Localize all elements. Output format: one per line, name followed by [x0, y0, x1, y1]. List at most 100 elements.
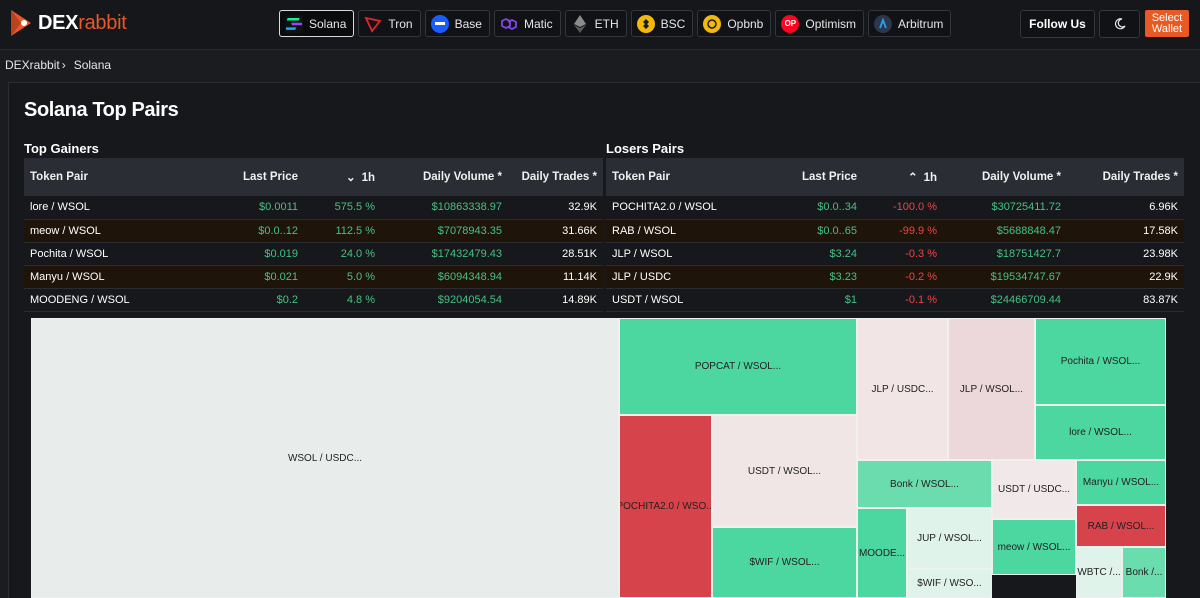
table-row[interactable]: JLP / WSOL $3.24 -0.3 % $18751427.7 23.98K [606, 242, 1184, 266]
select-wallet-button[interactable]: Select Wallet [1145, 10, 1189, 37]
treemap-cell[interactable]: lore / WSOL... [1035, 405, 1166, 460]
change-1h-cell: -0.2 % [863, 265, 943, 289]
treemap-cell[interactable]: USDT / USDC... [992, 460, 1076, 519]
chain-label: Arbitrum [898, 16, 944, 31]
breadcrumb-home[interactable]: DEXrabbit [5, 58, 60, 72]
treemap-cell[interactable]: WSOL / USDC... [31, 318, 619, 598]
top-gainers-title: Top Gainers [24, 141, 99, 156]
losers-pairs-title: Losers Pairs [606, 141, 685, 156]
col-1h[interactable]: ⌄ 1h [304, 158, 381, 196]
table-row[interactable]: MOODENG / WSOL $0.2 4.8 % $9204054.54 14.89K [24, 288, 603, 312]
last-price-cell: $0.0..65 [756, 219, 863, 243]
treemap-cell[interactable]: JLP / USDC... [857, 318, 948, 460]
daily-volume-cell: $5688848.47 [943, 219, 1067, 243]
change-1h-cell: -100.0 % [863, 196, 943, 220]
theme-toggle-button[interactable] [1099, 10, 1140, 38]
chain-label: Base [454, 16, 482, 31]
table-row[interactable]: JLP / USDC $3.23 -0.2 % $19534747.67 22.9K [606, 265, 1184, 289]
daily-volume-cell: $24466709.44 [943, 288, 1067, 312]
arbitrum-icon [874, 14, 893, 33]
daily-trades-cell: 32.9K [508, 196, 603, 220]
chain-tab-bsc[interactable]: BSC [630, 10, 694, 37]
token-pair-cell: USDT / WSOL [606, 288, 756, 312]
col-daily-volume[interactable]: Daily Volume * [943, 158, 1067, 196]
chevron-down-icon: ⌄ [345, 172, 356, 184]
daily-volume-cell: $7078943.35 [381, 219, 508, 243]
treemap-cell[interactable]: POCHITA2.0 / WSO... [619, 415, 712, 598]
token-pair-cell: meow / WSOL [24, 219, 184, 243]
chain-tab-optimism[interactable]: OP Optimism [775, 10, 865, 37]
col-daily-trades[interactable]: Daily Trades * [508, 158, 603, 196]
last-price-cell: $0.0011 [184, 196, 304, 220]
daily-trades-cell: 22.9K [1067, 265, 1184, 289]
daily-trades-cell: 28.51K [508, 242, 603, 266]
treemap-cell[interactable]: WBTC /... [1076, 547, 1122, 598]
token-pair-cell: RAB / WSOL [606, 219, 756, 243]
col-daily-volume[interactable]: Daily Volume * [381, 158, 508, 196]
daily-volume-cell: $9204054.54 [381, 288, 508, 312]
treemap-cell[interactable]: Manyu / WSOL... [1076, 460, 1166, 505]
volume-treemap: WSOL / USDC... POPCAT / WSOL... JLP / USDC… [31, 318, 1167, 598]
daily-volume-cell: $19534747.67 [943, 265, 1067, 289]
treemap-cell[interactable]: Bonk / WSOL... [857, 460, 992, 508]
table-row[interactable]: USDT / WSOL $1 -0.1 % $24466709.44 83.87K [606, 288, 1184, 312]
chain-label: Solana [309, 16, 347, 31]
col-daily-trades[interactable]: Daily Trades * [1067, 158, 1184, 196]
losers-pairs-table: Token Pair Last Price ⌃ 1h Daily Volume *… [606, 158, 1184, 312]
token-pair-cell: POCHITA2.0 / WSOL [606, 196, 756, 220]
brand-logo[interactable]: DEXrabbit [9, 8, 127, 38]
treemap-cell[interactable]: Pochita / WSOL... [1035, 318, 1166, 405]
last-price-cell: $0.019 [184, 242, 304, 266]
token-pair-cell: lore / WSOL [24, 196, 184, 220]
treemap-cell[interactable]: Bonk /... [1122, 547, 1166, 598]
change-1h-cell: 112.5 % [304, 219, 381, 243]
daily-trades-cell: 17.58K [1067, 219, 1184, 243]
chain-tab-opbnb[interactable]: Opbnb [697, 10, 772, 37]
matic-icon [500, 15, 518, 33]
chevron-right-icon: › [61, 58, 66, 72]
col-token-pair[interactable]: Token Pair [606, 158, 756, 196]
col-last-price[interactable]: Last Price [756, 158, 863, 196]
daily-trades-cell: 11.14K [508, 265, 603, 289]
chain-tab-matic[interactable]: Matic [493, 10, 561, 37]
daily-trades-cell: 31.66K [508, 219, 603, 243]
table-row[interactable]: lore / WSOL $0.0011 575.5 % $10863338.97 32.… [24, 196, 603, 220]
follow-us-button[interactable]: Follow Us [1020, 10, 1095, 38]
treemap-cell[interactable]: JUP / WSOL... [907, 508, 992, 569]
chain-selector: Solana Tron Base Matic ETH [279, 10, 955, 37]
chain-tab-base[interactable]: Base [424, 10, 490, 37]
treemap-cell[interactable]: RAB / WSOL... [1076, 505, 1166, 547]
treemap-cell[interactable]: JLP / WSOL... [948, 318, 1035, 460]
treemap-cell[interactable]: POPCAT / WSOL... [619, 318, 857, 415]
treemap-cell[interactable]: $WIF / WSOL... [712, 527, 857, 598]
chain-label: BSC [660, 16, 686, 31]
treemap-cell[interactable]: MOODE... [857, 508, 907, 598]
treemap-cell[interactable]: meow / WSOL... [992, 519, 1076, 575]
chain-label: Tron [388, 16, 413, 31]
chain-tab-eth[interactable]: ETH [564, 10, 627, 37]
top-navbar: DEXrabbit Solana Tron Base Matic [0, 0, 1200, 50]
tron-icon [364, 15, 382, 33]
col-token-pair[interactable]: Token Pair [24, 158, 184, 196]
select-wallet-line1: Select [1151, 11, 1183, 24]
chain-tab-tron[interactable]: Tron [358, 10, 421, 37]
select-wallet-line2: Wallet [1151, 22, 1183, 35]
table-row[interactable]: Manyu / WSOL $0.021 5.0 % $6094348.94 11.14K [24, 265, 603, 289]
bsc-icon [636, 14, 655, 33]
daily-volume-cell: $6094348.94 [381, 265, 508, 289]
table-row[interactable]: POCHITA2.0 / WSOL $0.0..34 -100.0 % $307254… [606, 196, 1184, 220]
table-row[interactable]: Pochita / WSOL $0.019 24.0 % $17432479.43 28… [24, 242, 603, 266]
token-pair-cell: JLP / WSOL [606, 242, 756, 266]
treemap-cell[interactable]: USDT / WSOL... [712, 415, 857, 527]
col-1h[interactable]: ⌃ 1h [863, 158, 943, 196]
last-price-cell: $0.0..34 [756, 196, 863, 220]
col-last-price[interactable]: Last Price [184, 158, 304, 196]
token-pair-cell: MOODENG / WSOL [24, 288, 184, 312]
table-row[interactable]: meow / WSOL $0.0..12 112.5 % $7078943.35 31.… [24, 219, 603, 243]
treemap-cell[interactable]: $WIF / WSO... [907, 569, 992, 598]
change-1h-cell: -99.9 % [863, 219, 943, 243]
top-gainers-table: Token Pair Last Price ⌄ 1h Daily Volume *… [24, 158, 603, 312]
chain-tab-solana[interactable]: Solana [279, 10, 355, 37]
table-row[interactable]: RAB / WSOL $0.0..65 -99.9 % $5688848.47 17.5… [606, 219, 1184, 243]
chain-tab-arbitrum[interactable]: Arbitrum [868, 10, 952, 37]
